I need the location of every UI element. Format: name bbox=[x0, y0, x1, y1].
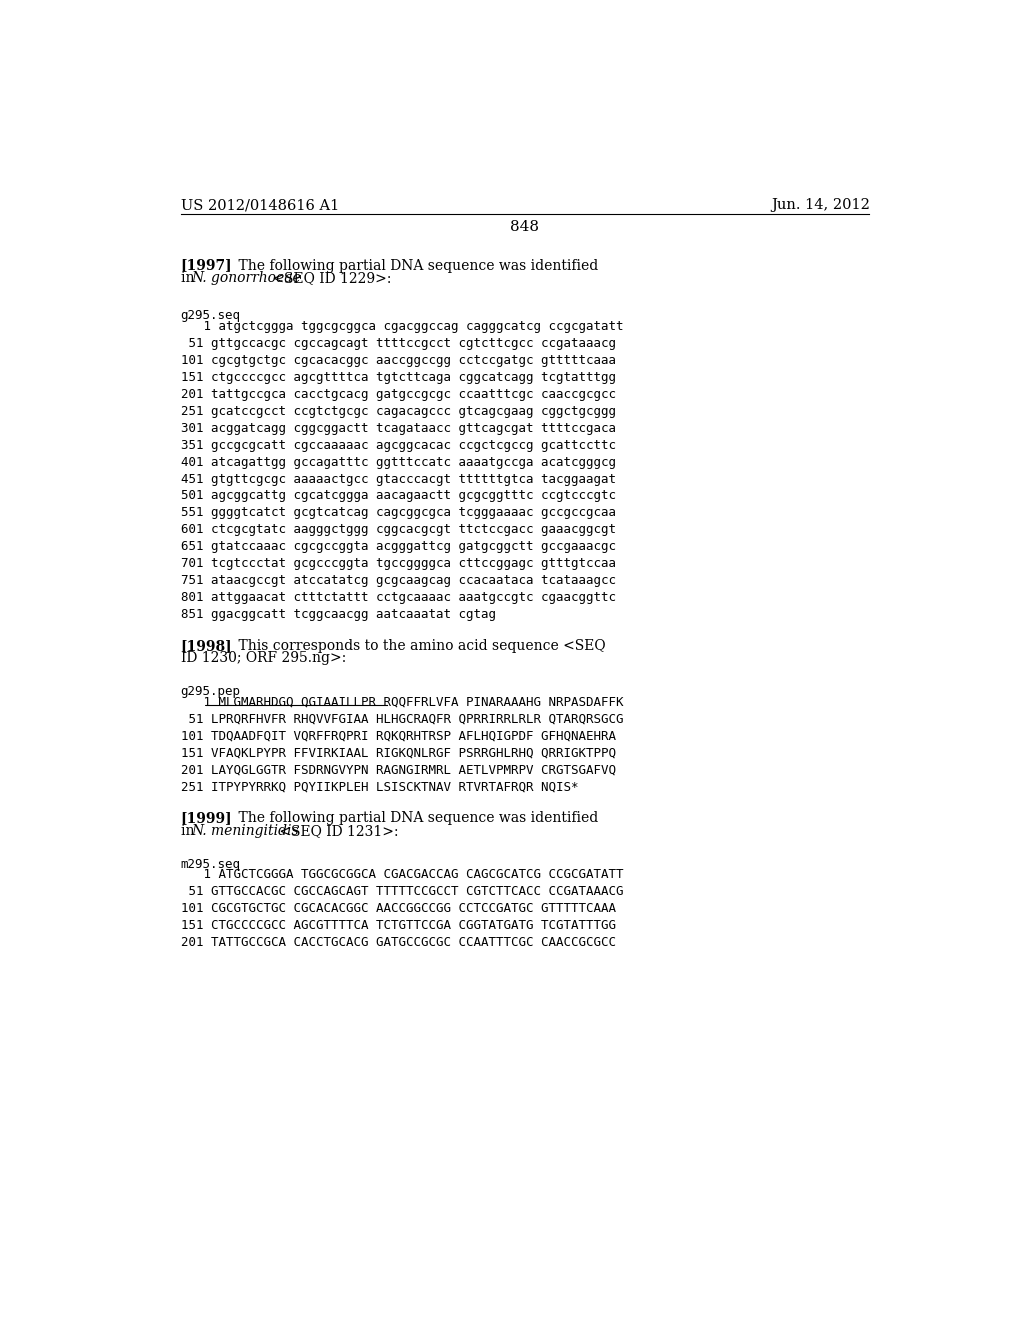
Text: Jun. 14, 2012: Jun. 14, 2012 bbox=[771, 198, 870, 213]
Text: The following partial DNA sequence was identified: The following partial DNA sequence was i… bbox=[221, 259, 598, 272]
Text: m295.seq: m295.seq bbox=[180, 858, 241, 871]
Text: 151 VFAQKLPYPR FFVIRKIAAL RIGKQNLRGF PSRRGHLRHQ QRRIGKTPPQ: 151 VFAQKLPYPR FFVIRKIAAL RIGKQNLRGF PSR… bbox=[180, 747, 615, 760]
Text: This corresponds to the amino acid sequence <SEQ: This corresponds to the amino acid seque… bbox=[221, 639, 605, 653]
Text: 201 TATTGCCGCA CACCTGCACG GATGCCGCGC CCAATTTCGC CAACCGCGCC: 201 TATTGCCGCA CACCTGCACG GATGCCGCGC CCA… bbox=[180, 936, 615, 949]
Text: 101 CGCGTGCTGC CGCACACGGC AACCGGCCGG CCTCCGATGC GTTTTTCAAA: 101 CGCGTGCTGC CGCACACGGC AACCGGCCGG CCT… bbox=[180, 903, 615, 915]
Text: US 2012/0148616 A1: US 2012/0148616 A1 bbox=[180, 198, 339, 213]
Text: ID 1230; ORF 295.ng>:: ID 1230; ORF 295.ng>: bbox=[180, 651, 346, 665]
Text: in: in bbox=[180, 824, 199, 838]
Text: [1997]: [1997] bbox=[180, 259, 232, 272]
Text: 501 agcggcattg cgcatcggga aacagaactt gcgcggtttc ccgtcccgtc: 501 agcggcattg cgcatcggga aacagaactt gcg… bbox=[180, 490, 615, 503]
Text: 351 gccgcgcatt cgccaaaaac agcggcacac ccgctcgccg gcattccttc: 351 gccgcgcatt cgccaaaaac agcggcacac ccg… bbox=[180, 438, 615, 451]
Text: 451 gtgttcgcgc aaaaactgcc gtacccacgt ttttttgtca tacggaagat: 451 gtgttcgcgc aaaaactgcc gtacccacgt ttt… bbox=[180, 473, 615, 486]
Text: 101 cgcgtgctgc cgcacacggc aaccggccgg cctccgatgc gtttttcaaa: 101 cgcgtgctgc cgcacacggc aaccggccgg cct… bbox=[180, 354, 615, 367]
Text: in: in bbox=[180, 271, 199, 285]
Text: 101 TDQAADFQIT VQRFFRQPRI RQKQRHTRSP AFLHQIGPDF GFHQNAEHRA: 101 TDQAADFQIT VQRFFRQPRI RQKQRHTRSP AFL… bbox=[180, 730, 615, 743]
Text: 201 LAYQGLGGTR FSDRNGVYPN RAGNGIRMRL AETLVPMRPV CRGTSGAFVQ: 201 LAYQGLGGTR FSDRNGVYPN RAGNGIRMRL AET… bbox=[180, 763, 615, 776]
Text: 751 ataacgccgt atccatatcg gcgcaagcag ccacaataca tcataaagcc: 751 ataacgccgt atccatatcg gcgcaagcag cca… bbox=[180, 574, 615, 587]
Text: 601 ctcgcgtatc aagggctggg cggcacgcgt ttctccgacc gaaacggcgt: 601 ctcgcgtatc aagggctggg cggcacgcgt ttc… bbox=[180, 524, 615, 536]
Text: 551 ggggtcatct gcgtcatcag cagcggcgca tcgggaaaac gccgccgcaa: 551 ggggtcatct gcgtcatcag cagcggcgca tcg… bbox=[180, 507, 615, 520]
Text: 801 attggaacat ctttctattt cctgcaaaac aaatgccgtc cgaacggttc: 801 attggaacat ctttctattt cctgcaaaac aaa… bbox=[180, 591, 615, 605]
Text: 151 ctgccccgcc agcgttttca tgtcttcaga cggcatcagg tcgtatttgg: 151 ctgccccgcc agcgttttca tgtcttcaga cgg… bbox=[180, 371, 615, 384]
Text: 651 gtatccaaac cgcgccggta acgggattcg gatgcggctt gccgaaacgc: 651 gtatccaaac cgcgccggta acgggattcg gat… bbox=[180, 540, 615, 553]
Text: 701 tcgtccctat gcgcccggta tgccggggca cttccggagc gtttgtccaa: 701 tcgtccctat gcgcccggta tgccggggca ctt… bbox=[180, 557, 615, 570]
Text: g295.pep: g295.pep bbox=[180, 685, 241, 698]
Text: 251 gcatccgcct ccgtctgcgc cagacagccc gtcagcgaag cggctgcggg: 251 gcatccgcct ccgtctgcgc cagacagccc gtc… bbox=[180, 405, 615, 418]
Text: 151 CTGCCCCGCC AGCGTTTTCA TCTGTTCCGA CGGTATGATG TCGTATTTGG: 151 CTGCCCCGCC AGCGTTTTCA TCTGTTCCGA CGG… bbox=[180, 919, 615, 932]
Text: [1998]: [1998] bbox=[180, 639, 232, 653]
Text: N. gonorrhoeae: N. gonorrhoeae bbox=[191, 271, 301, 285]
Text: 1 MLGMARHDGQ QGIAAILLPR RQQFFRLVFA PINARAAAHG NRPASDAFFK: 1 MLGMARHDGQ QGIAAILLPR RQQFFRLVFA PINAR… bbox=[180, 696, 624, 709]
Text: 1 ATGCTCGGGA TGGCGCGGCA CGACGACCAG CAGCGCATCG CCGCGATATT: 1 ATGCTCGGGA TGGCGCGGCA CGACGACCAG CAGCG… bbox=[180, 869, 624, 882]
Text: 51 GTTGCCACGC CGCCAGCAGT TTTTTCCGCCT CGTCTTCACC CCGATAAACG: 51 GTTGCCACGC CGCCAGCAGT TTTTTCCGCCT CGT… bbox=[180, 886, 624, 899]
Text: 51 gttgccacgc cgccagcagt ttttccgcct cgtcttcgcc ccgataaacg: 51 gttgccacgc cgccagcagt ttttccgcct cgtc… bbox=[180, 337, 615, 350]
Text: <SEQ ID 1231>:: <SEQ ID 1231>: bbox=[275, 824, 398, 838]
Text: 301 acggatcagg cggcggactt tcagataacc gttcagcgat ttttccgaca: 301 acggatcagg cggcggactt tcagataacc gtt… bbox=[180, 422, 615, 434]
Text: 201 tattgccgca cacctgcacg gatgccgcgc ccaatttcgc caaccgcgcc: 201 tattgccgca cacctgcacg gatgccgcgc cca… bbox=[180, 388, 615, 401]
Text: g295.seq: g295.seq bbox=[180, 309, 241, 322]
Text: 851 ggacggcatt tcggcaacgg aatcaaatat cgtag: 851 ggacggcatt tcggcaacgg aatcaaatat cgt… bbox=[180, 609, 496, 622]
Text: [1999]: [1999] bbox=[180, 812, 232, 825]
Text: 51 LPRQRFHVFR RHQVVFGIAA HLHGCRAQFR QPRRIRRLRLR QTARQRSGCG: 51 LPRQRFHVFR RHQVVFGIAA HLHGCRAQFR QPRR… bbox=[180, 713, 624, 726]
Text: 401 atcagattgg gccagatttc ggtttccatc aaaatgccga acatcgggcg: 401 atcagattgg gccagatttc ggtttccatc aaa… bbox=[180, 455, 615, 469]
Text: 1 atgctcggga tggcgcggca cgacggccag cagggcatcg ccgcgatatt: 1 atgctcggga tggcgcggca cgacggccag caggg… bbox=[180, 321, 624, 333]
Text: The following partial DNA sequence was identified: The following partial DNA sequence was i… bbox=[221, 812, 598, 825]
Text: N. meningitidis: N. meningitidis bbox=[191, 824, 299, 838]
Text: <SEQ ID 1229>:: <SEQ ID 1229>: bbox=[267, 271, 391, 285]
Text: 848: 848 bbox=[510, 220, 540, 234]
Text: 251 ITPYPYRRKQ PQYIIKPLEH LSISCKTNAV RTVRTAFRQR NQIS*: 251 ITPYPYRRKQ PQYIIKPLEH LSISCKTNAV RTV… bbox=[180, 780, 579, 793]
